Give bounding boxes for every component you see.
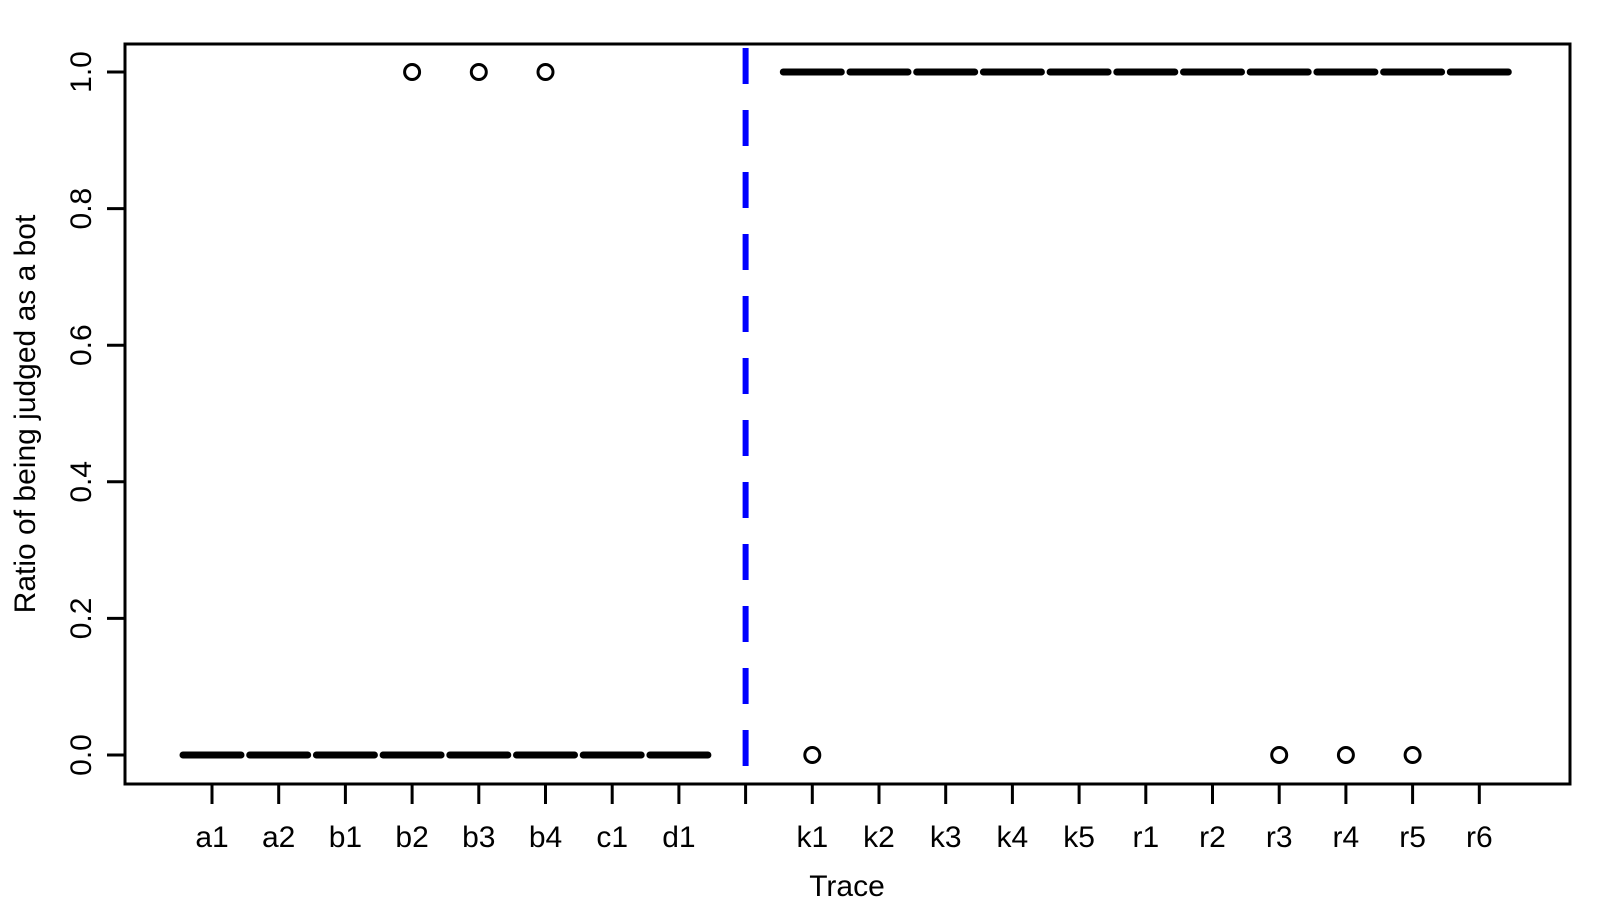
- x-tick-label-b4: b4: [529, 821, 562, 854]
- x-tick-label-b1: b1: [329, 821, 362, 854]
- y-tick-label: 1.0: [65, 51, 98, 93]
- x-tick-label-r1: r1: [1132, 821, 1159, 854]
- x-tick-label-a2: a2: [262, 821, 295, 854]
- x-tick-label-k4: k4: [997, 821, 1029, 854]
- y-tick-label: 0.8: [65, 188, 98, 230]
- x-tick-label-r5: r5: [1399, 821, 1426, 854]
- plot-frame: [123, 42, 1572, 786]
- outlier-point-k1: [803, 746, 822, 764]
- x-tick-label-r4: r4: [1333, 821, 1360, 854]
- y-axis-title: Ratio of being judged as a bot: [9, 214, 42, 613]
- x-tick-label-r6: r6: [1466, 821, 1493, 854]
- x-tick-label-d1: d1: [662, 821, 695, 854]
- median-lines: [179, 68, 1512, 759]
- x-tick-label-k3: k3: [930, 821, 962, 854]
- y-tick-label: 0.6: [65, 324, 98, 366]
- outlier-point-b4: [536, 63, 555, 81]
- x-tick-label-c1: c1: [596, 821, 628, 854]
- y-tick-label: 0.0: [65, 734, 98, 776]
- x-tick-label-k2: k2: [863, 821, 895, 854]
- x-tick-label-k5: k5: [1063, 821, 1095, 854]
- y-axis: 0.0 0.2 0.4 0.6 0.8 1.0: [65, 51, 125, 776]
- x-axis-title: Trace: [809, 870, 885, 900]
- outlier-point-r5: [1403, 746, 1422, 764]
- x-tick-label-a1: a1: [195, 821, 228, 854]
- x-tick-label-k1: k1: [796, 821, 828, 854]
- y-tick-label: 0.4: [65, 461, 98, 503]
- outlier-point-b2: [403, 63, 422, 81]
- outlier-point-b3: [469, 63, 488, 81]
- x-tick-label-b2: b2: [395, 821, 428, 854]
- outlier-point-r4: [1336, 746, 1355, 764]
- x-tick-label-r2: r2: [1199, 821, 1226, 854]
- outlier-points: [403, 63, 1422, 764]
- x-tick-label-r3: r3: [1266, 821, 1293, 854]
- x-axis: a1 a2 b1 b2 b3 b4 c1 d1 k1 k2 k3 k4 k5 r1 r2 r3 r4 r5 r6: [195, 784, 1493, 854]
- outlier-point-r3: [1270, 746, 1289, 764]
- x-tick-label-b3: b3: [462, 821, 495, 854]
- y-tick-label: 0.2: [65, 598, 98, 640]
